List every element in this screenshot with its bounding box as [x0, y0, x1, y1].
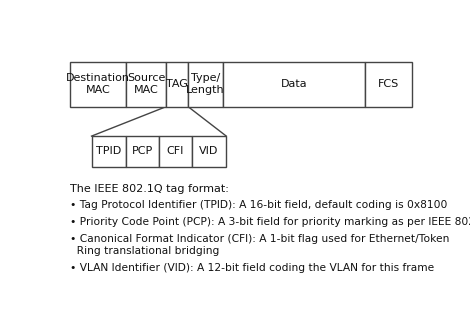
- Bar: [365, 62, 412, 107]
- Text: The IEEE 802.1Q tag format:: The IEEE 802.1Q tag format:: [70, 184, 228, 194]
- Text: • Priority Code Point (PCP): A 3-bit field for priority marking as per IEEE 802.: • Priority Code Point (PCP): A 3-bit fie…: [70, 217, 470, 227]
- Bar: [159, 136, 192, 167]
- Bar: [188, 62, 223, 107]
- Bar: [70, 62, 126, 107]
- Bar: [126, 62, 166, 107]
- Text: Type/
Length: Type/ Length: [186, 73, 225, 95]
- Text: • Canonical Format Indicator (CFI): A 1-bit flag used for Ethernet/Token: • Canonical Format Indicator (CFI): A 1-…: [70, 234, 449, 244]
- Bar: [126, 136, 159, 167]
- Text: • VLAN Identifier (VID): A 12-bit field coding the VLAN for this frame: • VLAN Identifier (VID): A 12-bit field …: [70, 263, 434, 273]
- Text: Source
MAC: Source MAC: [127, 73, 165, 95]
- Bar: [223, 62, 365, 107]
- Text: • Tag Protocol Identifier (TPID): A 16-bit field, default coding is 0x8100: • Tag Protocol Identifier (TPID): A 16-b…: [70, 200, 447, 210]
- Text: TAG: TAG: [166, 79, 188, 89]
- Text: Data: Data: [281, 79, 307, 89]
- Bar: [166, 62, 188, 107]
- Text: Ring translational bridging: Ring translational bridging: [70, 246, 219, 256]
- Text: VID: VID: [199, 147, 219, 157]
- Text: PCP: PCP: [132, 147, 153, 157]
- Text: Destination
MAC: Destination MAC: [66, 73, 130, 95]
- Text: FCS: FCS: [378, 79, 399, 89]
- Text: CFI: CFI: [167, 147, 184, 157]
- Text: TPID: TPID: [96, 147, 121, 157]
- Bar: [92, 136, 126, 167]
- Bar: [192, 136, 227, 167]
